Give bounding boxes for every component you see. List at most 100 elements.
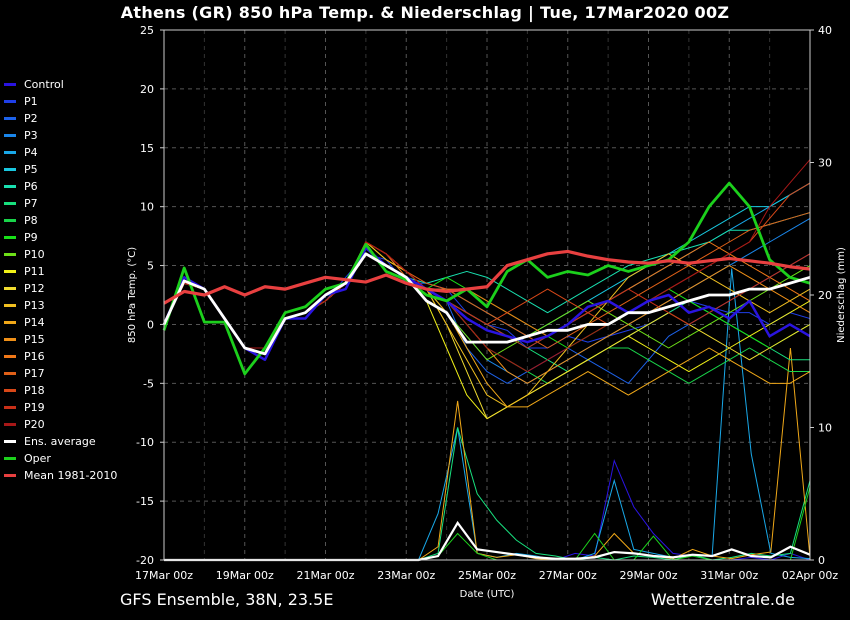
legend-label: P11 [24,265,45,278]
legend-swatch [4,185,16,188]
y2-tick-label: 10 [818,422,832,435]
y-tick-label: 15 [140,142,154,155]
y2-tick-label: 40 [818,24,832,37]
legend-item: P15 [4,331,117,348]
legend-swatch [4,83,16,86]
x-tick-label: 27Mar 00z [539,569,597,582]
legend-label: P5 [24,163,38,176]
legend-label: P18 [24,384,45,397]
legend-swatch [4,219,16,222]
x-tick-label: 21Mar 00z [296,569,354,582]
y2-tick-label: 30 [818,157,832,170]
y-axis-label: 850 hPa Temp. (°C) [127,247,138,343]
legend-swatch [4,321,16,324]
legend-item: P11 [4,263,117,280]
legend-swatch [4,406,16,409]
footer-site: Wetterzentrale.de [650,590,795,609]
legend-label: P15 [24,333,45,346]
footer-model-info: GFS Ensemble, 38N, 23.5E [120,590,334,609]
legend-swatch [4,202,16,205]
x-tick-label: 17Mar 00z [135,569,193,582]
series-line-p2 [163,247,811,384]
legend-item: Ens. average [4,433,117,450]
legend-item: Control [4,76,117,93]
legend-swatch [4,270,16,273]
legend-swatch [4,338,16,341]
legend-item: P12 [4,280,117,297]
legend-swatch [4,304,16,307]
legend-item: P20 [4,416,117,433]
x-tick-label: 31Mar 00z [700,569,758,582]
legend-label: P7 [24,197,38,210]
precip-line-oper [164,486,811,561]
legend-item: P1 [4,93,117,110]
x-axis-ticks: 17Mar 00z 19Mar 00z 21Mar 00z 23Mar 00z 25Ma… [135,569,838,582]
x-tick-label: 25Mar 00z [458,569,516,582]
legend-item: P16 [4,348,117,365]
y2-tick-label: 20 [818,289,832,302]
chart-title: Athens (GR) 850 hPa Temp. & Niederschlag… [120,3,730,22]
legend-item: P6 [4,178,117,195]
legend-item: P4 [4,144,117,161]
legend-item: P7 [4,195,117,212]
legend-swatch [4,134,16,137]
y-tick-label: 25 [140,24,154,37]
legend-label: P4 [24,146,38,159]
y-tick-label: -10 [136,436,154,449]
legend-swatch [4,372,16,375]
legend-swatch [4,389,16,392]
x-axis-label: Date (UTC) [460,589,515,600]
legend-item: P14 [4,314,117,331]
legend-item: Mean 1981-2010 [4,467,117,484]
legend-label: P8 [24,214,38,227]
legend-label: P14 [24,316,45,329]
legend-label: P9 [24,231,38,244]
legend-item: P17 [4,365,117,382]
legend-label: P10 [24,248,45,261]
legend-label: P1 [24,95,38,108]
legend-label: Ens. average [24,435,96,448]
temperature-lines [162,159,811,420]
legend-item: P5 [4,161,117,178]
legend-label: P19 [24,401,45,414]
legend-label: P6 [24,180,38,193]
series-line-mean-1981-2010 [163,249,811,305]
legend-swatch [4,474,16,477]
legend-item: P3 [4,127,117,144]
legend-swatch [4,440,16,443]
legend-swatch [4,100,16,103]
y-tick-label: 20 [140,83,154,96]
legend-swatch [4,117,16,120]
legend-item: Oper [4,450,117,467]
y-tick-label: -20 [136,554,154,567]
legend-label: P17 [24,367,45,380]
legend-label: P3 [24,129,38,142]
legend-swatch [4,151,16,154]
y-axis-ticks: 25 20 15 10 5 0 -5 -10 -15 -20 [136,24,164,567]
legend-item: P9 [4,229,117,246]
legend-label: P13 [24,299,45,312]
legend-label: P20 [24,418,45,431]
legend-label: P16 [24,350,45,363]
legend-swatch [4,236,16,239]
legend-label: P12 [24,282,45,295]
legend-item: P18 [4,382,117,399]
legend-swatch [4,423,16,426]
legend-label: P2 [24,112,38,125]
x-tick-label: 23Mar 00z [377,569,435,582]
series-line-oper [162,181,811,376]
y-tick-label: 0 [147,318,154,331]
x-tick-label: 29Mar 00z [619,569,677,582]
legend-swatch [4,168,16,171]
y-tick-label: 10 [140,201,154,214]
y2-tick-label: 0 [818,554,825,567]
legend-swatch [4,355,16,358]
legend-item: P8 [4,212,117,229]
series-line-ens-average [162,252,811,356]
legend: Control P1 P2 P3 P4 P5 P6 P7 P8 P9 P10 P11 P12 P13 P14… [4,76,117,484]
legend-item: P19 [4,399,117,416]
y-tick-label: -15 [136,495,154,508]
y2-axis-label: Niederschlag (mm) [836,247,847,343]
legend-label: Control [24,78,64,91]
